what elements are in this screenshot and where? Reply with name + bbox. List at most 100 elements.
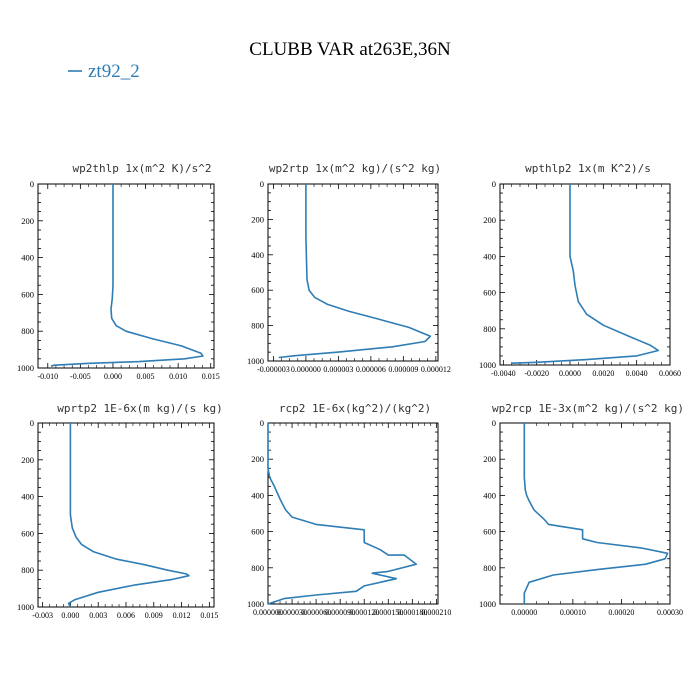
y-tick-label: 800 [483,324,496,334]
x-tick-label: 0.0000 [559,369,581,378]
y-tick-label: 0 [492,418,496,428]
panel-3: wpthlp2 1x(m K^2)/s02004006008001000-0.0… [479,162,681,378]
x-tick-label: 0.00030 [657,608,683,617]
x-tick-label: -0.000003 [257,365,290,374]
series-line-zt92_2 [267,423,418,605]
y-tick-label: 600 [483,527,496,537]
x-tick-label: -0.005 [70,372,91,381]
figure-title: CLUBB VAR at263E,36N [249,39,451,60]
panel-title: wp2rtp 1x(m^2 kg)/(s^2 kg) [269,162,441,175]
x-tick-label: -0.0020 [524,369,549,378]
y-tick-label: 200 [483,454,496,464]
y-tick-label: 0 [492,179,496,189]
y-tick-label: 200 [251,214,264,224]
y-tick-label: 400 [483,490,496,500]
x-tick-label: 0.003 [89,611,107,620]
panel-title: wp2thlp 1x(m^2 K)/s^2 [72,162,211,175]
x-tick-label: 0.000120 [349,608,379,617]
y-tick-label: 800 [251,563,264,573]
panel-title: wprtp2 1E-6x(m kg)/(s kg) [57,402,223,415]
x-tick-label: 0.000012 [421,365,451,374]
x-tick-label: -0.003 [32,611,53,620]
x-tick-label: -0.010 [37,372,58,381]
y-tick-label: 1000 [247,599,264,609]
y-tick-label: 1000 [17,602,34,612]
x-tick-label: 0.000000 [253,608,283,617]
x-tick-label: 0.00010 [560,608,586,617]
x-tick-label: 0.000006 [356,365,386,374]
x-tick-label: 0.0060 [659,369,681,378]
y-tick-label: 0 [30,179,34,189]
x-tick-label: 0.000060 [301,608,331,617]
y-tick-label: 0 [260,179,264,189]
y-tick-label: 400 [483,251,496,261]
x-tick-label: 0.00020 [608,608,634,617]
panel-6: wp2rcp 1E-3x(m^2 kg)/(s^2 kg) 0 200 400 600 8… [479,402,684,617]
y-tick-label: 400 [251,250,264,260]
y-tick-label: 1000 [17,363,34,373]
x-tick-label: 0.00000 [511,608,537,617]
y-tick-label: 1000 [247,356,264,366]
y-tick-label: 200 [21,455,34,465]
panel-title: rcp2 1E-6x(kg^2)/(kg^2) [279,402,431,415]
plot-frame [37,422,215,608]
x-tick-label: 0.015 [202,372,220,381]
y-tick-label: 800 [21,565,34,575]
series-line-zt92_2 [523,423,669,604]
plot-frame [499,422,671,605]
series-line-zt92_2 [278,184,432,359]
x-tick-label: 0.000030 [277,608,307,617]
y-tick-label: 600 [251,527,264,537]
x-tick-label: 0.015 [200,611,218,620]
y-tick-label: 400 [251,490,264,500]
x-tick-label: 0.0040 [626,369,648,378]
x-tick-label: 0.000003 [323,365,353,374]
series-line-zt92_2 [67,423,190,608]
plot-frame [267,422,439,605]
x-tick-label: 0.000009 [388,365,418,374]
x-tick-label: 0.000150 [373,608,403,617]
y-tick-label: 200 [251,454,264,464]
series-line-zt92_2 [50,184,204,367]
x-tick-label: 0.005 [137,372,155,381]
x-tick-label: -0.0040 [491,369,516,378]
y-tick-label: 0 [260,418,264,428]
x-tick-label: 0.0020 [592,369,614,378]
plot-frame [37,183,215,369]
panel-4: wprtp2 1E-6x(m kg)/(s kg) 0 200 400 600 800 10… [17,402,223,620]
x-tick-label: 0.009 [145,611,163,620]
x-tick-label: 0.010 [169,372,187,381]
y-tick-label: 600 [21,528,34,538]
x-tick-label: 0.000 [61,611,79,620]
y-tick-label: 1000 [479,599,496,609]
plot-frame [267,183,439,362]
x-tick-label: 0.000180 [397,608,427,617]
panels-container: wp2thlp 1x(m^2 K)/s^202004006008001000-0… [17,162,684,620]
x-tick-label: 0.000210 [421,608,451,617]
y-tick-label: 800 [251,321,264,331]
y-tick-label: 1000 [479,360,496,370]
y-tick-label: 400 [21,253,34,263]
x-tick-label: 0.012 [173,611,191,620]
panel-2: wp2rtp 1x(m^2 kg)/(s^2 kg) 0 200 400 600 800 1… [247,162,451,374]
y-tick-label: 800 [483,563,496,573]
x-tick-label: 0.006 [117,611,135,620]
y-tick-label: 600 [483,288,496,298]
plot-frame [499,183,671,366]
x-tick-label: 0.000090 [325,608,355,617]
y-tick-label: 600 [251,285,264,295]
x-tick-label: 0.000 [104,372,122,381]
y-tick-label: 200 [483,215,496,225]
panel-1: wp2thlp 1x(m^2 K)/s^202004006008001000-0… [17,162,220,381]
legend-label: zt92_2 [88,61,140,82]
panel-title: wp2rcp 1E-3x(m^2 kg)/(s^2 kg) [492,402,684,415]
y-tick-label: 400 [21,492,34,502]
y-tick-label: 200 [21,216,34,226]
panel-title: wpthlp2 1x(m K^2)/s [525,162,651,175]
y-tick-label: 0 [30,418,34,428]
y-tick-label: 800 [21,326,34,336]
x-tick-label: 0.000000 [291,365,321,374]
y-tick-label: 600 [21,289,34,299]
panel-5: rcp2 1E-6x(kg^2)/(kg^2) 0 200 400 600 800 1000… [247,402,451,617]
